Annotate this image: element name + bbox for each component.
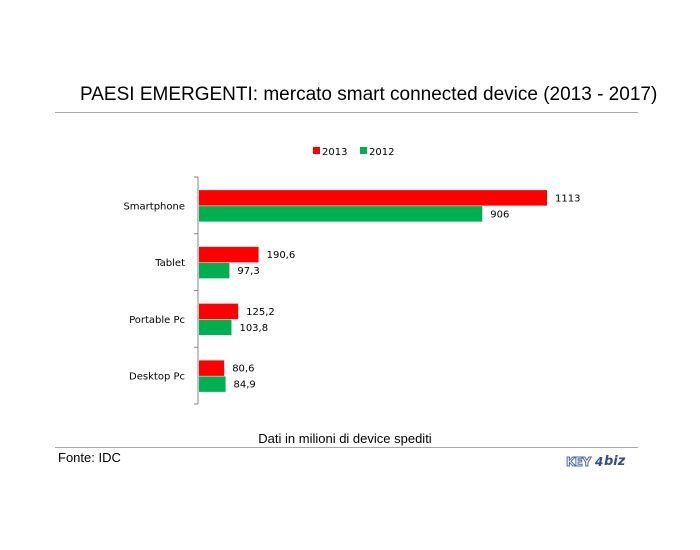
bar-portable-pc-2012 — [199, 319, 232, 336]
footer-divider — [55, 447, 638, 448]
bar-tablet-2013 — [199, 246, 259, 263]
category-label-portable-pc: Portable Pc — [129, 315, 185, 326]
category-labels: Smartphone Tablet Portable Pc Desktop Pc — [123, 201, 185, 382]
logo-key-text: KEY — [566, 455, 592, 470]
legend-label-2013: 2013 — [322, 147, 347, 158]
units-note: Dati in milioni di device spediti — [258, 431, 432, 446]
category-label-smartphone: Smartphone — [123, 201, 185, 212]
category-label-desktop-pc: Desktop Pc — [129, 372, 185, 383]
data-label-desktop-pc-2012: 84,9 — [234, 380, 256, 391]
data-label-portable-pc-2012: 103,8 — [239, 323, 268, 334]
data-label-tablet-2012: 97,3 — [237, 266, 259, 277]
data-label-desktop-pc-2013: 80,6 — [232, 364, 254, 375]
bar-smartphone-2012 — [199, 206, 483, 222]
key4biz-logo: KEY 4 biz — [566, 454, 638, 471]
legend: 2013 2012 — [313, 147, 394, 158]
bar-tablet-2012 — [199, 262, 230, 279]
category-label-tablet: Tablet — [154, 258, 185, 269]
logo-four-text: 4 — [595, 455, 604, 469]
data-label-smartphone-2012: 906 — [490, 209, 509, 220]
source-note: Fonte: IDC — [58, 450, 121, 465]
data-labels: 1113 906 190,6 97,3 125,2 103,8 80,6 84,9 — [232, 193, 580, 390]
bars — [199, 190, 547, 392]
data-label-portable-pc-2013: 125,2 — [246, 307, 275, 318]
y-axis-ticks — [194, 176, 198, 405]
data-label-tablet-2013: 190,6 — [267, 250, 296, 261]
legend-swatch-2012 — [360, 147, 367, 154]
legend-label-2012: 2012 — [369, 147, 394, 158]
data-label-smartphone-2013: 1113 — [555, 193, 580, 204]
legend-swatch-2013 — [313, 147, 320, 154]
chart-title: PAESI EMERGENTI: mercato smart connected… — [80, 84, 658, 105]
bar-desktop-pc-2013 — [199, 360, 225, 376]
title-divider — [55, 112, 638, 113]
bar-smartphone-2013 — [199, 190, 547, 206]
bar-desktop-pc-2012 — [199, 376, 226, 392]
bar-portable-pc-2013 — [199, 303, 239, 320]
logo-biz-text: biz — [604, 454, 626, 469]
